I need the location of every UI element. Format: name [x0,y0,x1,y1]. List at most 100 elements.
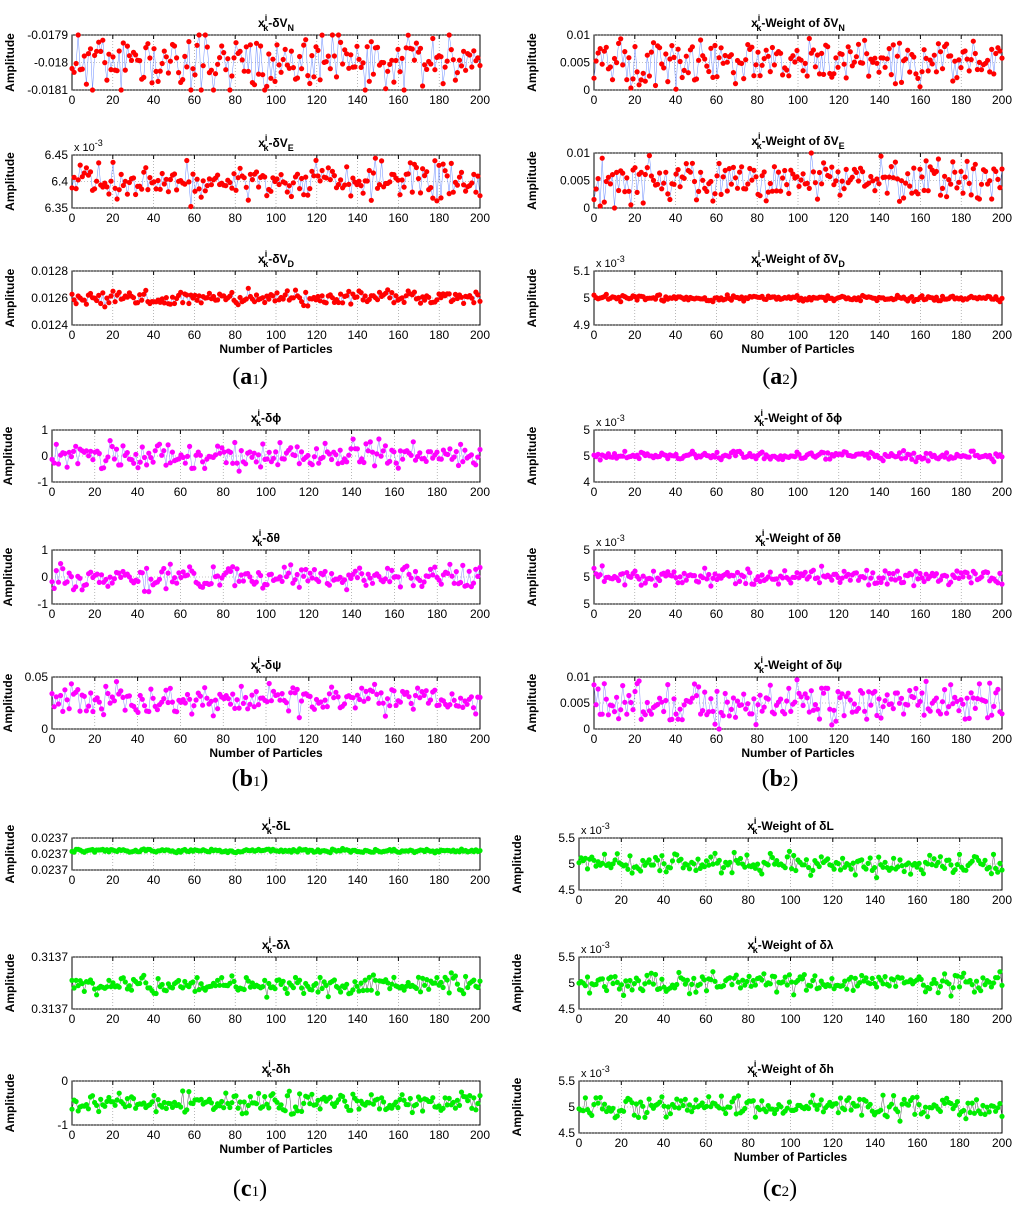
data-point [322,697,328,703]
data-point [601,984,608,990]
data-point [591,1101,597,1108]
data-point [100,184,106,190]
data-point [759,449,765,455]
data-point [644,972,650,979]
data-point [727,859,733,866]
data-point [782,865,788,871]
data-point [701,864,708,870]
data-point [298,449,305,455]
data-point [473,1107,479,1113]
data-point [626,188,632,194]
data-point [884,692,890,698]
data-point [87,169,94,175]
data-point [232,583,238,589]
data-point [978,181,985,187]
data-point [305,452,311,459]
data-point [292,452,298,459]
data-point [888,701,894,707]
data-point [722,167,728,173]
data-point [802,569,808,575]
data-point [352,64,358,70]
data-point [642,712,648,718]
data-point [987,69,993,75]
data-point [661,708,667,715]
data-point [51,704,57,710]
data-point [614,60,620,66]
y-tick-label: 0.3137 [31,950,68,964]
data-point [215,977,221,983]
data-point [405,32,411,38]
data-point [251,82,258,88]
data-point [225,1100,231,1107]
data-point [956,851,963,858]
data-point [976,681,983,687]
data-point [703,1103,710,1109]
x-tick-label: 20 [615,1012,629,1026]
data-point [966,574,972,580]
data-point [679,580,685,586]
data-point [878,1107,884,1113]
data-point [126,983,132,989]
data-point [417,989,424,995]
data-point [118,688,124,694]
data-point [652,971,659,978]
data-point [96,39,102,45]
data-point [730,695,737,701]
data-point [212,452,219,458]
data-point [876,181,882,187]
data-point [661,65,667,71]
data-point [819,685,825,691]
data-point [473,189,479,195]
data-point [587,990,593,996]
data-point [212,71,219,77]
data-point [473,566,479,572]
x-tick-label: 0 [591,328,598,342]
data-point [379,158,385,164]
x-tick-label: 160 [388,1128,408,1142]
data-point [71,69,77,75]
data-point [991,459,997,465]
data-point [848,974,854,980]
data-point [341,577,348,583]
x-tick-label: 200 [992,93,1012,107]
data-point [595,1100,601,1106]
data-point [352,705,358,711]
data-point [297,53,303,60]
data-point [638,716,644,722]
data-point [644,699,650,706]
data-point [884,581,890,587]
data-point [767,69,773,75]
data-point [870,178,876,184]
data-point [942,173,948,179]
data-point [241,986,247,993]
data-point [964,570,970,576]
data-point [744,852,750,858]
data-point [980,975,986,981]
y-tick-label: 0 [61,1074,68,1088]
data-point [442,64,448,70]
x-tick-label: 100 [256,732,276,746]
data-point [469,1105,475,1111]
data-point [219,445,225,451]
data-point [681,67,687,73]
data-point [644,1109,650,1116]
data-point [468,452,474,458]
data-point [923,450,929,456]
data-point [595,176,601,182]
data-point [819,563,825,569]
caption-c2: (c2) [763,1176,797,1202]
data-point [406,694,412,700]
data-point [870,59,876,65]
data-point [452,973,458,979]
data-point [83,301,89,307]
data-point [842,1107,848,1113]
x-tick-label: 20 [628,93,642,107]
x-tick-label: 180 [951,211,971,225]
data-point [800,702,806,709]
data-point [591,682,597,688]
x-tick-label: 60 [699,1136,713,1150]
axis-exponent-label: x 10-3 [596,254,625,270]
x-tick-label: 180 [429,328,449,342]
data-point [667,56,673,62]
